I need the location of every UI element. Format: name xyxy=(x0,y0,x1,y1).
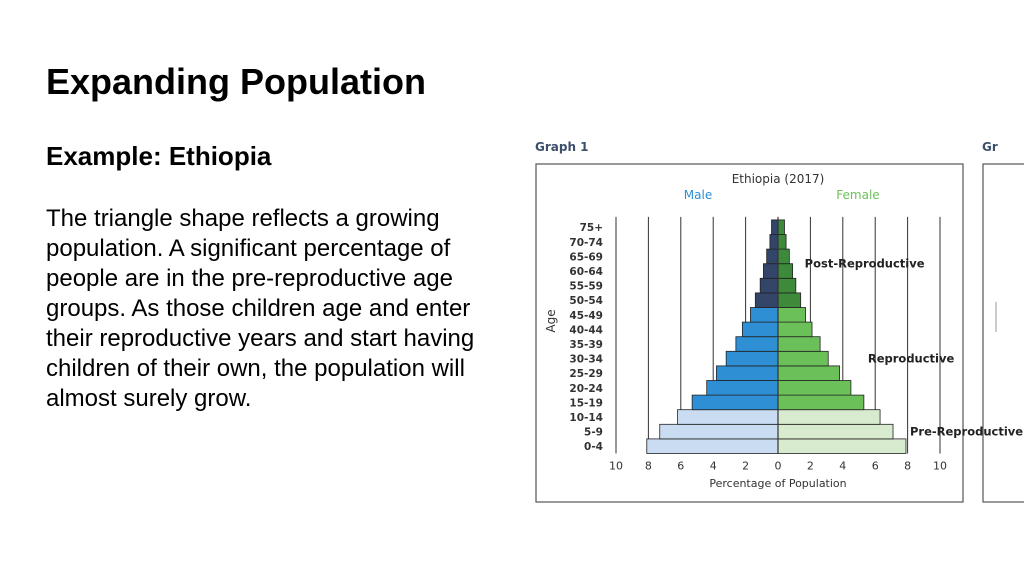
x-tick-label: 10 xyxy=(933,460,947,473)
x-tick-label: 4 xyxy=(839,460,846,473)
x-tick-label: 4 xyxy=(710,460,717,473)
bar-male xyxy=(759,277,779,294)
x-tick-label: 8 xyxy=(645,460,652,473)
legend-male: Male xyxy=(684,188,712,202)
legend-female: Female xyxy=(836,188,879,202)
bar-female xyxy=(777,438,907,454)
y-tick-label: 50-54 xyxy=(569,295,603,307)
x-tick-label: 8 xyxy=(904,460,911,473)
bar-male xyxy=(735,336,779,352)
population-pyramid-chart: Ethiopia (2017) Male Female Age Percenta… xyxy=(535,163,1024,503)
y-tick-label: 10-14 xyxy=(569,412,603,424)
bar-male xyxy=(771,219,779,235)
next-graph-label: Gr xyxy=(982,140,998,154)
y-tick-label: 60-64 xyxy=(569,266,603,278)
y-tick-label: 55-59 xyxy=(569,281,603,293)
y-tick-label: 20-24 xyxy=(569,383,603,395)
bar-female xyxy=(777,234,787,250)
bar-male xyxy=(691,394,779,411)
bar-male xyxy=(766,248,779,265)
slide-title: Expanding Population xyxy=(46,61,426,102)
x-tick-label: 2 xyxy=(807,460,814,473)
x-tick-label: 2 xyxy=(742,460,749,473)
y-tick-label: 65-69 xyxy=(569,251,603,263)
bar-female xyxy=(777,409,881,425)
graph-label: Graph 1 xyxy=(535,140,589,154)
x-tick-label: 6 xyxy=(677,460,684,473)
bar-female xyxy=(777,277,797,294)
bar-male xyxy=(716,365,779,381)
y-tick-label: 40-44 xyxy=(569,324,603,336)
y-tick-label: 70-74 xyxy=(569,237,603,249)
y-tick-label: 75+ xyxy=(580,222,603,234)
y-axis-label: Age xyxy=(544,309,558,332)
y-tick-label: 15-19 xyxy=(569,397,603,409)
bar-male xyxy=(677,409,779,425)
bar-female xyxy=(777,321,813,338)
y-tick-label: 35-39 xyxy=(569,339,603,351)
bar-male xyxy=(706,380,779,396)
bar-male xyxy=(659,423,779,440)
bar-male xyxy=(741,321,779,338)
population-pyramid-figure: Graph 1 Gr Ethiopia (2017) Male Female A… xyxy=(528,132,1024,512)
age-group-label: Reproductive xyxy=(868,352,955,366)
bar-female xyxy=(777,292,802,308)
bar-male xyxy=(750,307,779,323)
bar-female xyxy=(777,365,840,381)
age-group-label: Pre-Reproductive xyxy=(910,425,1023,439)
bar-male xyxy=(646,438,779,454)
y-tick-label: 30-34 xyxy=(569,354,603,366)
bar-female xyxy=(777,380,852,396)
next-chart-frame xyxy=(982,163,1024,503)
bar-male xyxy=(725,350,779,367)
x-tick-label: 10 xyxy=(609,460,623,473)
x-tick-label: 0 xyxy=(775,460,782,473)
bar-female xyxy=(777,336,821,352)
bar-male xyxy=(769,234,779,250)
bar-female xyxy=(777,307,806,323)
slide-subtitle: Example: Ethiopia xyxy=(46,141,272,171)
y-tick-label: 45-49 xyxy=(569,310,603,322)
bar-female xyxy=(777,350,829,367)
bar-female xyxy=(777,263,793,279)
y-tick-label: 5-9 xyxy=(584,427,603,439)
slide-body-text: The triangle shape reflects a growing po… xyxy=(46,205,475,412)
age-group-label: Post-Reproductive xyxy=(805,257,925,271)
bar-female xyxy=(777,423,894,440)
x-axis-label: Percentage of Population xyxy=(709,477,846,490)
chart-title: Ethiopia (2017) xyxy=(732,172,825,186)
bar-male xyxy=(763,263,779,279)
bar-female xyxy=(777,248,790,265)
y-tick-label: 25-29 xyxy=(569,368,603,380)
bar-female xyxy=(777,394,865,411)
bar-male xyxy=(754,292,779,308)
y-tick-label: 0-4 xyxy=(584,441,603,453)
bar-female xyxy=(777,219,785,235)
x-tick-label: 6 xyxy=(872,460,879,473)
